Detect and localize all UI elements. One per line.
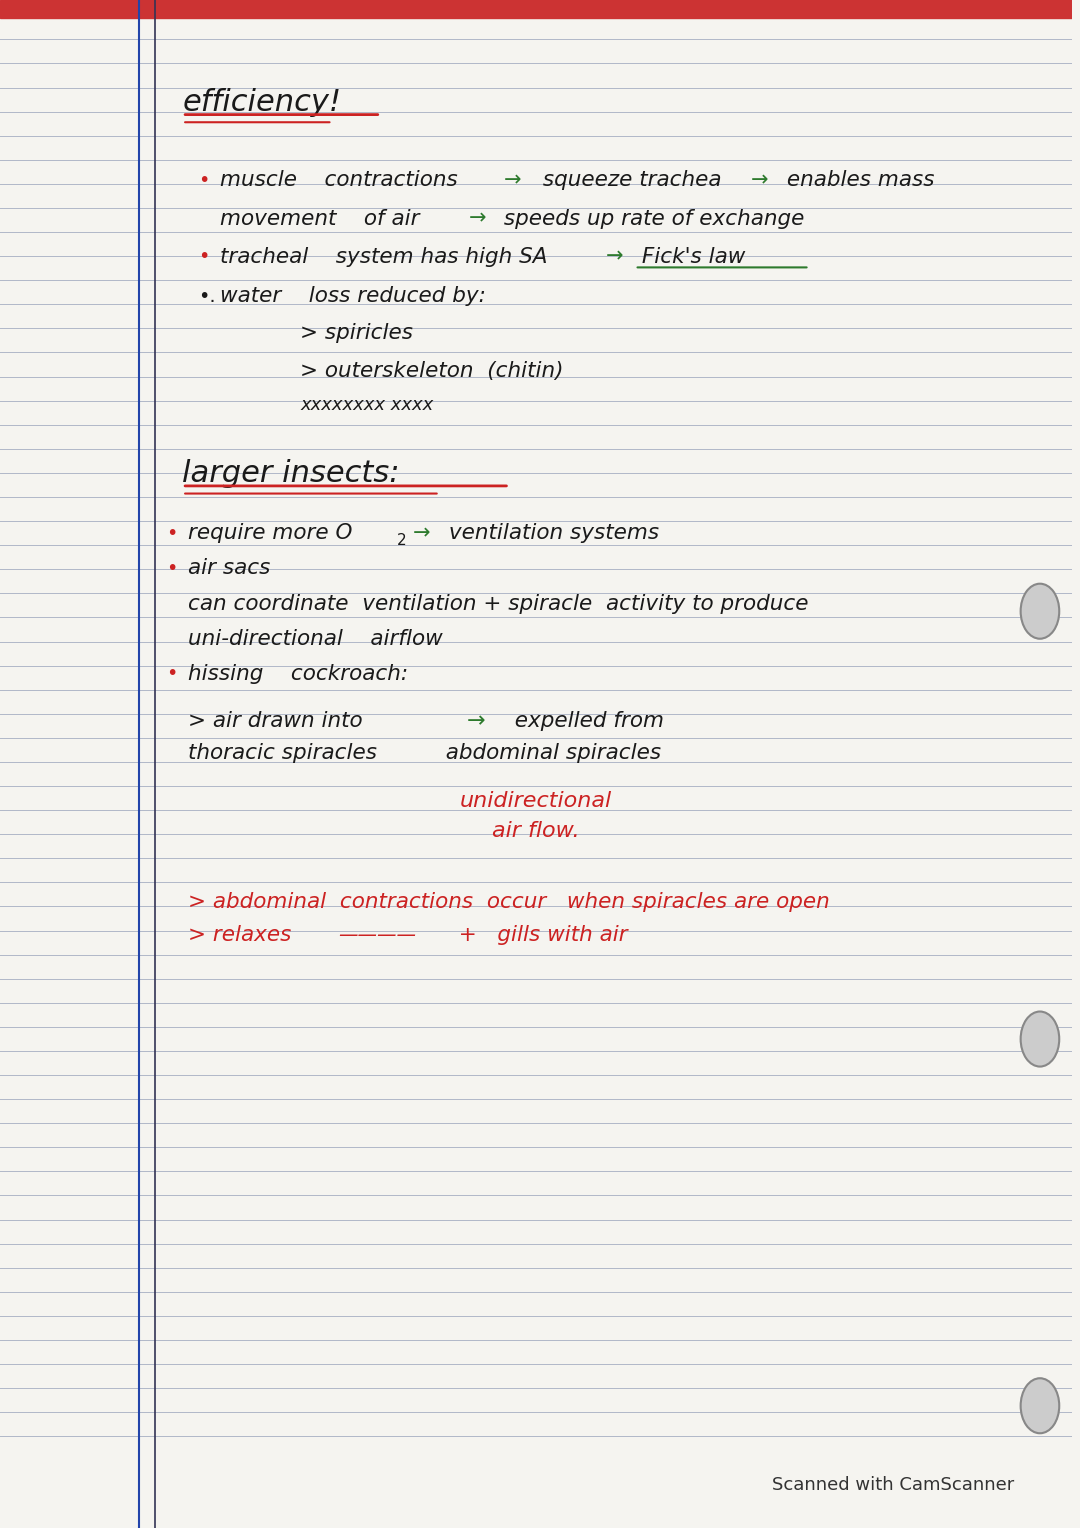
Text: tracheal    system has high SA: tracheal system has high SA (220, 246, 554, 267)
Text: > outerskeleton  (chitin): > outerskeleton (chitin) (300, 361, 564, 382)
Text: squeeze trachea: squeeze trachea (536, 170, 728, 191)
Text: water    loss reduced by:: water loss reduced by: (220, 286, 486, 307)
Text: > air drawn into: > air drawn into (188, 711, 362, 732)
Text: →: → (469, 208, 486, 229)
Text: muscle    contractions: muscle contractions (220, 170, 464, 191)
Text: enables mass: enables mass (781, 170, 935, 191)
Circle shape (1021, 1012, 1059, 1067)
Text: •: • (166, 559, 177, 578)
Text: efficiency!: efficiency! (183, 89, 341, 116)
Text: hissing    cockroach:: hissing cockroach: (188, 663, 408, 685)
Text: •.: •. (199, 287, 216, 306)
Text: →: → (413, 523, 430, 544)
Text: •: • (166, 524, 177, 542)
Text: xxxxxxxx xxxx: xxxxxxxx xxxx (300, 396, 433, 414)
Text: uni-directional    airflow: uni-directional airflow (188, 628, 443, 649)
Text: require more O: require more O (188, 523, 352, 544)
Text: →: → (467, 711, 485, 732)
Text: 2: 2 (396, 533, 406, 549)
Text: can coordinate  ventilation + spiracle  activity to produce: can coordinate ventilation + spiracle ac… (188, 593, 808, 614)
Text: expelled from: expelled from (501, 711, 664, 732)
Text: > relaxes: > relaxes (188, 924, 298, 946)
Text: Fick's law: Fick's law (635, 246, 745, 267)
Text: →: → (504, 170, 522, 191)
Text: movement    of air: movement of air (220, 208, 427, 229)
Text: larger insects:: larger insects: (183, 460, 400, 487)
Text: ventilation systems: ventilation systems (442, 523, 659, 544)
Text: thoracic spiracles          abdominal spiracles: thoracic spiracles abdominal spiracles (188, 743, 661, 764)
Text: unidirectional: unidirectional (460, 790, 612, 811)
Text: •: • (166, 665, 177, 683)
Text: speeds up rate of exchange: speeds up rate of exchange (498, 208, 805, 229)
Text: •: • (199, 248, 210, 266)
Text: air flow.: air flow. (492, 821, 580, 842)
Text: ————: ———— (338, 926, 416, 944)
Text: air sacs: air sacs (188, 558, 270, 579)
Circle shape (1021, 1378, 1059, 1433)
Text: Scanned with CamScanner: Scanned with CamScanner (772, 1476, 1014, 1494)
Text: > abdominal  contractions  occur   when spiracles are open: > abdominal contractions occur when spir… (188, 891, 829, 912)
Circle shape (1021, 584, 1059, 639)
Bar (0, 0, 1072, 18)
Text: →: → (606, 246, 623, 267)
Text: •: • (199, 171, 210, 189)
Text: →: → (751, 170, 768, 191)
Text: +   gills with air: + gills with air (445, 924, 627, 946)
Text: > spiricles: > spiricles (300, 322, 414, 344)
